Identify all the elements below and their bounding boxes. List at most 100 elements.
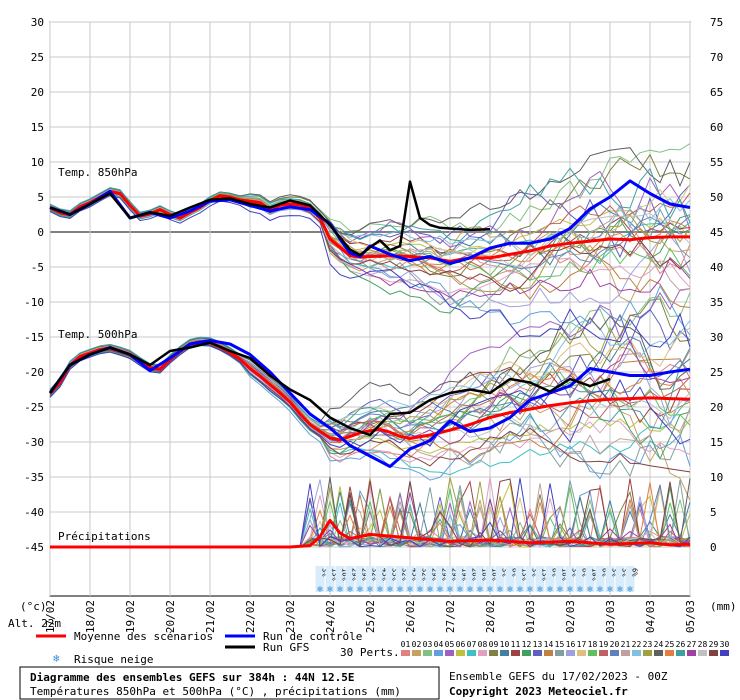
pert-number: 03 [423,640,433,649]
y-tick-label-left: -35 [24,471,44,484]
snow-risk-label: 10% [591,568,599,581]
gfs-line-t850 [49,180,491,257]
snow-risk-cell [555,566,565,592]
gfs-line-t500 [48,341,611,437]
legend-gfs-label: Run GFS [263,641,309,654]
snow-risk-label: 6% [551,568,559,577]
pert-swatch [621,650,630,656]
snowflake-icon: ❄ [627,585,633,595]
pert-swatch [709,650,718,656]
pert-number: 04 [434,640,444,649]
x-tick-label: 21/02 [204,600,217,633]
snow-risk-label: 16% [561,568,569,581]
pert-swatch [445,650,454,656]
x-tick-label: 22/02 [244,600,257,633]
snowflake-icon: ❄ [577,585,583,595]
y-tick-label-right: 35 [710,296,723,309]
pert-swatch [423,650,432,656]
snowflake-icon: ❄ [587,585,593,595]
y-tick-label-right: 45 [710,226,723,239]
snowflake-icon: ❄ [337,585,343,595]
x-tick-label: 02/03 [564,600,577,633]
snow-risk-label: 13% [521,568,529,581]
y-tick-label-left: -20 [24,366,44,379]
pert-swatch [401,650,410,656]
snow-risk-label: 3% [501,568,509,577]
copyright: Copyright 2023 Meteociel.fr [449,685,628,698]
grid [49,21,691,596]
snow-risk-cell [325,566,335,592]
pert-number: 08 [478,640,488,649]
pert-swatch [577,650,586,656]
snow-risk-label: 29% [431,568,439,581]
pert-number: 14 [544,640,554,649]
pert-number: 26 [676,640,686,649]
pert-number: 28 [698,640,708,649]
x-tick-label: 28/02 [484,600,497,633]
main-series [48,179,691,549]
right-unit-label: (mm) [710,600,737,613]
snow-risk-cell [475,566,485,592]
pert-swatch [588,650,597,656]
snow-risk-cell [335,566,345,592]
y-tick-label-right: 40 [710,261,723,274]
snow-risk-label: 29% [361,568,369,581]
snow-risk-label: 3% [321,568,329,577]
pert-number: 23 [643,640,653,649]
pert-swatch [456,650,465,656]
snow-risk-row: 3% ❄ 13% ❄ 16% ❄ 29% ❄ 29% ❄ 32% ❄ 45% ❄ 35% ❄ 32% ❄ 45% ❄ 3… [315,566,639,595]
mean-line-precip [50,518,691,549]
info-box [19,666,440,700]
y-tick-label-right: 50 [710,191,723,204]
x-tick-label: 26/02 [404,600,417,633]
y-tick-label-left: 5 [37,191,44,204]
y-tick-label-left: -30 [24,436,44,449]
legend: Moyenne des scénarios Run de contrôle Ru… [36,630,729,666]
snowflake-icon: ❄ [497,585,503,595]
snowflake-icon: ❄ [567,585,573,595]
x-tick-label: 05/03 [684,600,697,633]
pert-swatch [522,650,531,656]
pert-number: 07 [467,640,477,649]
pert-number: 11 [511,640,521,649]
snow-risk-cell [615,566,625,592]
snow-risk-label: 16% [481,568,489,581]
snowflake-icon: ❄ [437,585,443,595]
x-tick-label: 03/03 [604,600,617,633]
snow-risk-cell [565,566,575,592]
pert-number: 24 [654,640,664,649]
snowflake-icon: ❄ [557,585,563,595]
pert-swatch [500,650,509,656]
snow-risk-cell [585,566,595,592]
legend-control-label: Run de contrôle [263,630,362,643]
precip-panel-label: Précipitations [58,530,151,543]
snow-risk-label: 32% [401,568,409,581]
pert-swatch [434,650,443,656]
pert-number: 19 [599,640,609,649]
snow-risk-label: 45% [411,568,419,581]
pert-number: 15 [555,640,565,649]
snowflake-icon: ❄ [607,585,613,595]
snowflake-icon: ❄ [407,585,413,595]
pert-number: 21 [621,640,631,649]
y-tick-label-right: 0 [710,541,717,554]
snowflake-icon: ❄ [537,585,543,595]
snowflake-icon: ❄ [317,585,323,595]
left-unit-label: (°c) [20,600,47,613]
snow-risk-cell [345,566,355,592]
snow-risk-cell [465,566,475,592]
y-tick-label-right: 65 [710,86,723,99]
y-tick-label-left: 10 [31,156,44,169]
pert-number: 12 [522,640,532,649]
snow-risk-cell [605,566,615,592]
perturbation-legend: 01 02 03 04 05 06 07 08 09 10 11 12 13 14 15 16 17 18 19 20… [401,640,729,656]
y-tick-label-left: -15 [24,331,44,344]
x-tick-label: 25/02 [364,600,377,633]
snowflake-icon: ❄ [617,585,623,595]
snow-risk-cell [525,566,535,592]
snowflake-icon: ❄ [397,585,403,595]
y-tick-label-left: -5 [31,261,44,274]
snow-risk-label: 13% [541,568,549,581]
